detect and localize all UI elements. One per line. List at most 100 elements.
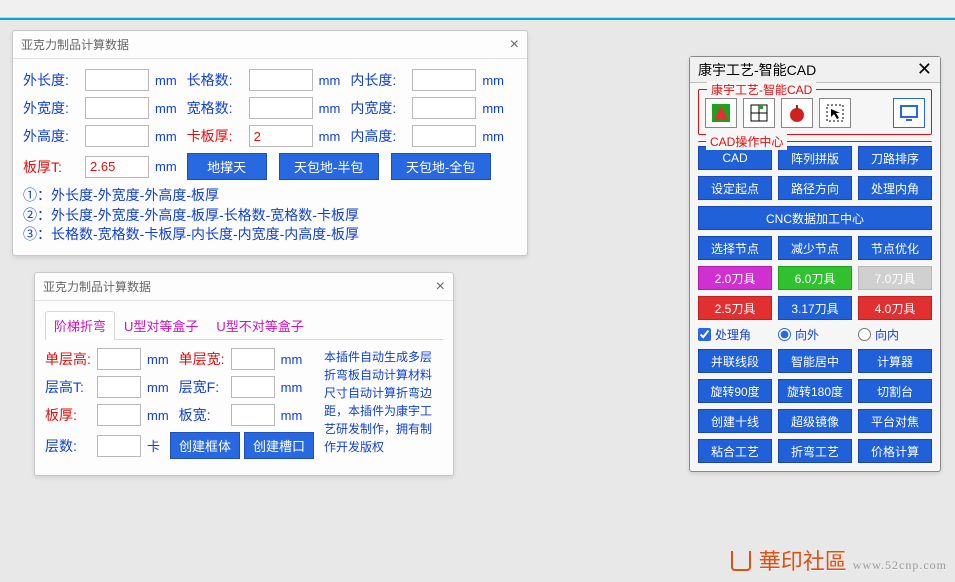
- btn-cnc-center[interactable]: CNC数据加工中心: [698, 206, 932, 230]
- acrylic-calc-window-2: 亚克力制品计算数据 × 阶梯折弯 U型对等盒子 U型不对等盒子 单层高: mm …: [34, 272, 454, 476]
- chk-corner[interactable]: [698, 328, 711, 341]
- board-w-input[interactable]: [231, 404, 275, 426]
- thick-label: 板厚:: [45, 405, 93, 425]
- floor-w-input[interactable]: [231, 376, 275, 398]
- topbar-accent: [0, 18, 955, 20]
- win2-titlebar: 亚克力制品计算数据 ×: [35, 273, 453, 301]
- outer-wid-input[interactable]: [85, 97, 149, 119]
- btn-smart-center[interactable]: 智能居中: [778, 349, 852, 373]
- watermark-text: 華印社區: [759, 544, 847, 576]
- unit9: mm: [482, 129, 504, 144]
- radio-in[interactable]: [858, 328, 871, 341]
- btn-create-cross[interactable]: 创建十线: [698, 409, 772, 433]
- single-w-label: 单层宽:: [179, 349, 227, 369]
- btn-super-mirror[interactable]: 超级镜像: [778, 409, 852, 433]
- cad-button-grid: CAD 阵列拼版 刀路排序 设定起点 路径方向 处理内角 CNC数据加工中心 选…: [690, 146, 940, 471]
- btn-array[interactable]: 阵列拼版: [778, 146, 852, 170]
- btn-bend-process[interactable]: 折弯工艺: [778, 439, 852, 463]
- u-mm5: mm: [147, 408, 169, 423]
- btn-tool-25[interactable]: 2.5刀具: [698, 296, 772, 320]
- u-mm1: mm: [147, 352, 169, 367]
- btn-calculator[interactable]: 计算器: [858, 349, 932, 373]
- btn-reduce-node[interactable]: 减少节点: [778, 236, 852, 260]
- cad-titlebar: 康宇工艺-智能CAD ✕: [690, 57, 940, 83]
- watermark: 華印社區 www.52cnp.com: [731, 544, 947, 576]
- btn-rotate-90[interactable]: 旋转90度: [698, 379, 772, 403]
- btn-tool-60[interactable]: 6.0刀具: [778, 266, 852, 290]
- board-thick-input[interactable]: [249, 125, 313, 147]
- tab-u-unequal[interactable]: U型不对等盒子: [207, 311, 312, 339]
- outer-len-input[interactable]: [85, 69, 149, 91]
- monitor-icon[interactable]: [893, 98, 925, 128]
- radio-in-label: 向内: [875, 326, 899, 343]
- note-line-1: ①：外长度-外宽度-外高度-板厚: [23, 186, 517, 206]
- floor-w-label: 层宽F:: [179, 377, 227, 397]
- win2-title: 亚克力制品计算数据: [43, 278, 151, 295]
- cad-close-icon[interactable]: ✕: [917, 59, 932, 80]
- btn-origin[interactable]: 设定起点: [698, 176, 772, 200]
- unit6: mm: [482, 101, 504, 116]
- win2-close-icon[interactable]: ×: [436, 278, 445, 296]
- u-mm6: mm: [281, 408, 303, 423]
- wide-grid-input[interactable]: [249, 97, 313, 119]
- inner-wid-input[interactable]: [412, 97, 476, 119]
- btn-full-wrap[interactable]: 天包地-全包: [391, 153, 491, 180]
- tab-u-equal[interactable]: U型对等盒子: [115, 311, 207, 339]
- unit1: mm: [155, 73, 177, 88]
- unit2: mm: [319, 73, 341, 88]
- cursor-box-icon[interactable]: [819, 98, 851, 128]
- btn-tool-70[interactable]: 7.0刀具: [858, 266, 932, 290]
- shape-tool-icon[interactable]: [705, 98, 737, 128]
- u-mm2: mm: [281, 352, 303, 367]
- single-h-label: 单层高:: [45, 349, 93, 369]
- cad-icon-group: 康宇工艺-智能CAD: [698, 89, 932, 135]
- btn-platform-focus[interactable]: 平台对焦: [858, 409, 932, 433]
- single-w-input[interactable]: [231, 348, 275, 370]
- btn-tool-20[interactable]: 2.0刀具: [698, 266, 772, 290]
- notes-block: ①：外长度-外宽度-外高度-板厚 ②：外长度-外宽度-外高度-板厚-长格数-宽格…: [23, 186, 517, 245]
- radio-out-label: 向外: [795, 326, 819, 343]
- btn-merge-lines[interactable]: 并联线段: [698, 349, 772, 373]
- btn-glue-process[interactable]: 粘合工艺: [698, 439, 772, 463]
- single-h-input[interactable]: [97, 348, 141, 370]
- btn-tool-317[interactable]: 3.17刀具: [778, 296, 852, 320]
- btn-tool-40[interactable]: 4.0刀具: [858, 296, 932, 320]
- btn-optimize-node[interactable]: 节点优化: [858, 236, 932, 260]
- layers-label: 层数:: [45, 436, 93, 456]
- btn-create-frame[interactable]: 创建框体: [170, 432, 240, 459]
- unit5: mm: [319, 101, 341, 116]
- outer-hei-input[interactable]: [85, 125, 149, 147]
- radio-out[interactable]: [778, 328, 791, 341]
- card-label: 卡: [147, 436, 160, 455]
- panel-t-input[interactable]: [85, 156, 149, 178]
- board-thick-label: 卡板厚:: [187, 126, 245, 146]
- floor-h-input[interactable]: [97, 376, 141, 398]
- btn-half-wrap[interactable]: 天包地-半包: [279, 153, 379, 180]
- btn-inner-corner[interactable]: 处理内角: [858, 176, 932, 200]
- inner-hei-input[interactable]: [412, 125, 476, 147]
- btn-create-slot[interactable]: 创建槽口: [244, 432, 314, 459]
- btn-ground-sky[interactable]: 地撑天: [187, 153, 267, 180]
- btn-path-dir[interactable]: 路径方向: [778, 176, 852, 200]
- win1-close-icon[interactable]: ×: [510, 36, 519, 54]
- chk-corner-wrap[interactable]: 处理角: [698, 326, 772, 343]
- cad-window: 康宇工艺-智能CAD ✕ 康宇工艺-智能CAD CAD操作中心 CAD 阵列拼版…: [689, 56, 941, 472]
- layers-input[interactable]: [97, 435, 141, 457]
- acrylic-calc-window-1: 亚克力制品计算数据 × 外长度: mm 长格数: mm 内长度: mm 外宽度:…: [12, 30, 528, 256]
- long-grid-input[interactable]: [249, 69, 313, 91]
- btn-cut-table[interactable]: 切割台: [858, 379, 932, 403]
- tab-stairs[interactable]: 阶梯折弯: [45, 311, 115, 340]
- u-mm4: mm: [281, 380, 303, 395]
- thick-input[interactable]: [97, 404, 141, 426]
- btn-rotate-180[interactable]: 旋转180度: [778, 379, 852, 403]
- btn-price-calc[interactable]: 价格计算: [858, 439, 932, 463]
- apple-icon[interactable]: [781, 98, 813, 128]
- grid-tool-icon[interactable]: [743, 98, 775, 128]
- rad-in-wrap[interactable]: 向内: [858, 326, 932, 343]
- btn-select-node[interactable]: 选择节点: [698, 236, 772, 260]
- board-w-label: 板宽:: [179, 405, 227, 425]
- btn-toolpath[interactable]: 刀路排序: [858, 146, 932, 170]
- inner-len-input[interactable]: [412, 69, 476, 91]
- rad-out-wrap[interactable]: 向外: [778, 326, 852, 343]
- panel-t-label: 板厚T:: [23, 157, 81, 177]
